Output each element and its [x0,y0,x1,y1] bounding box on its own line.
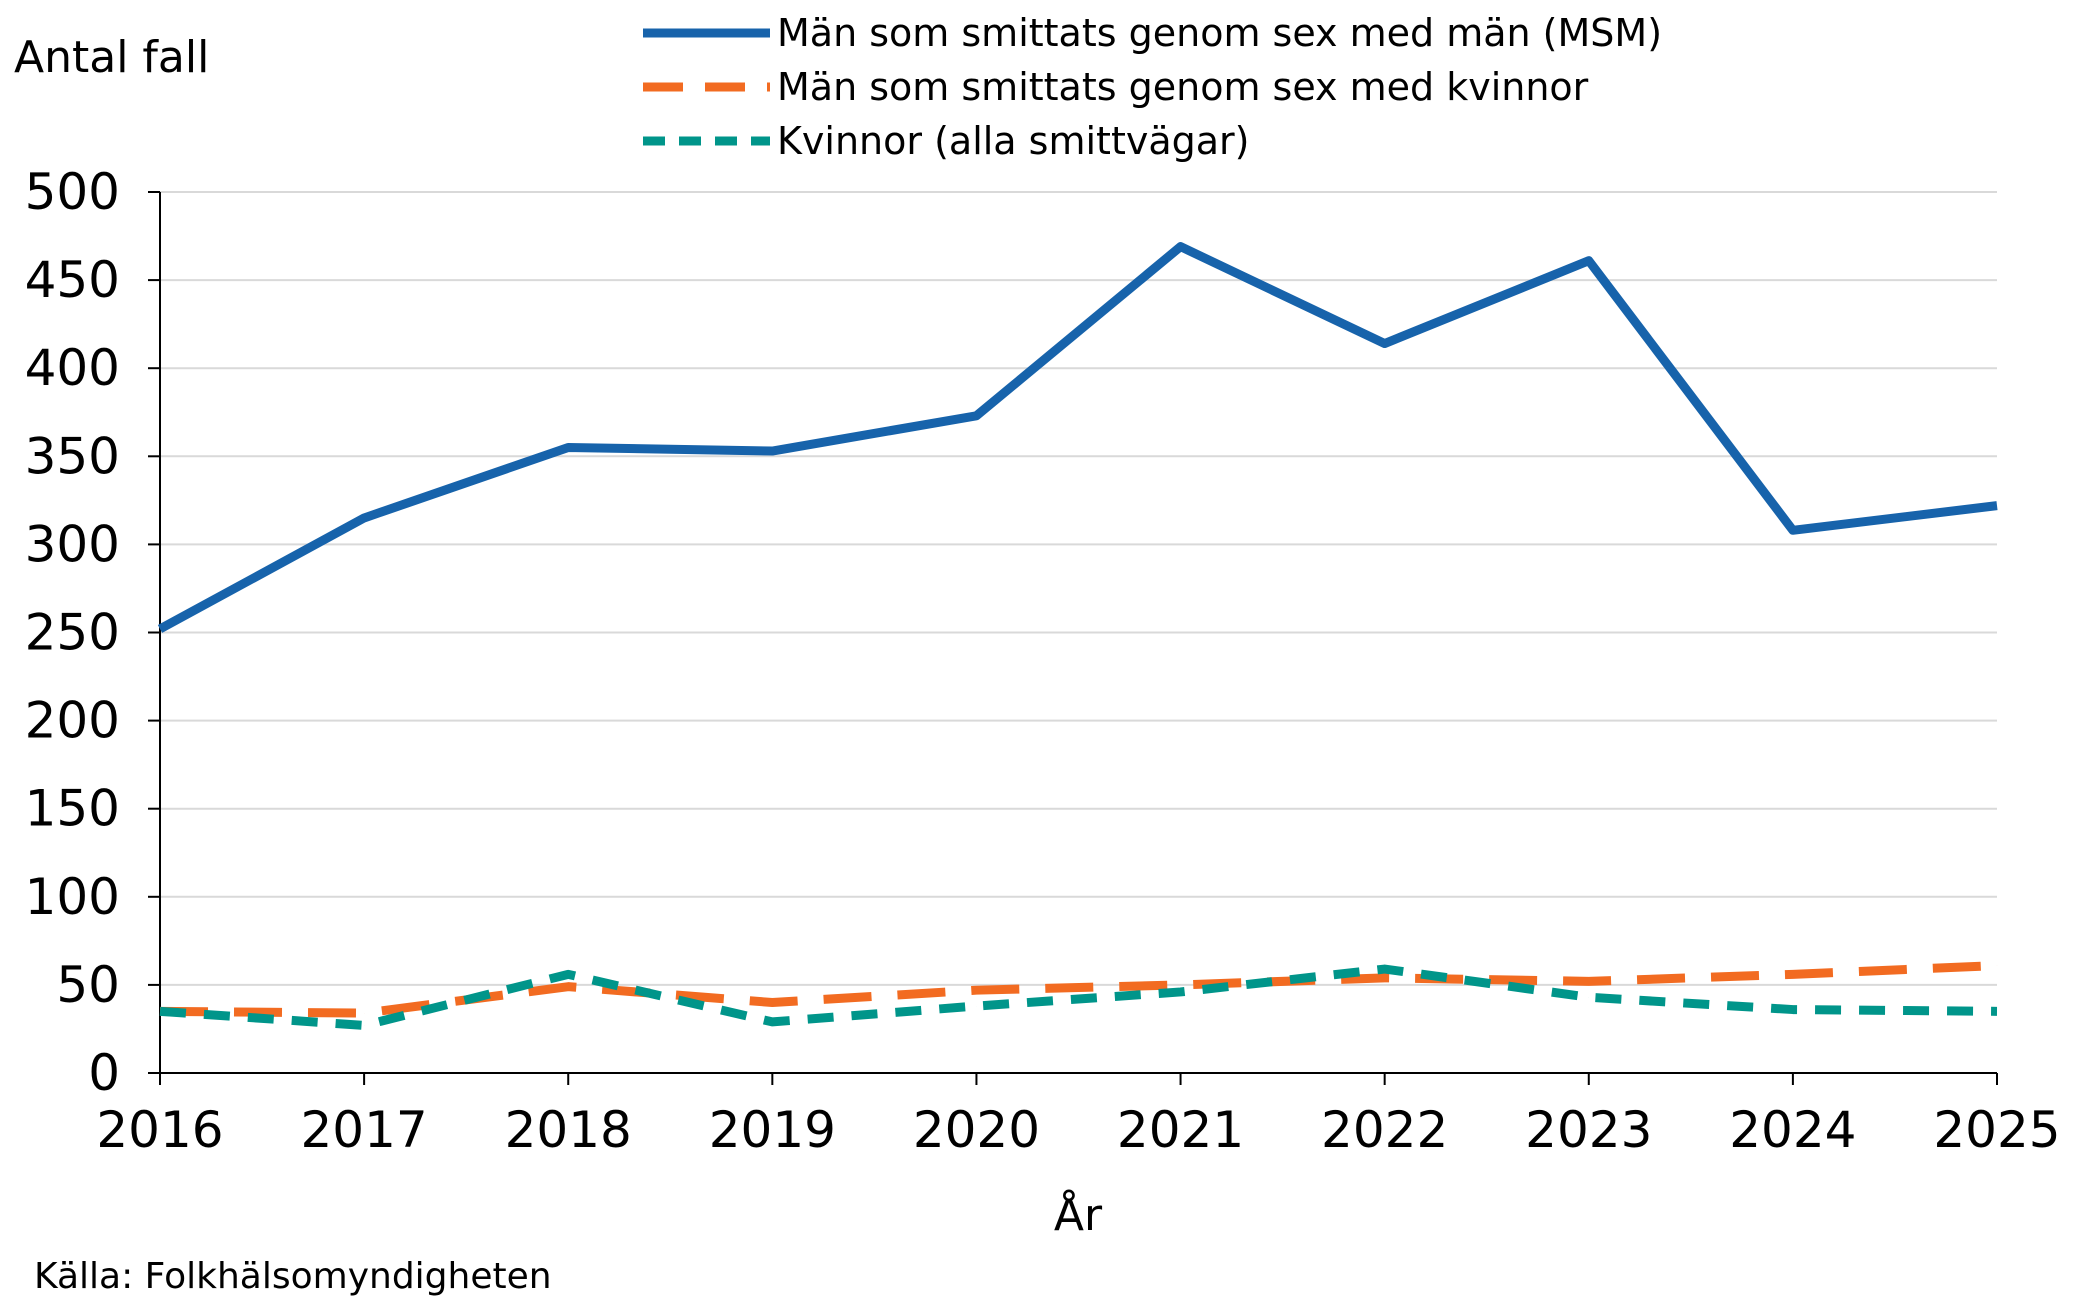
y-tick-label: 400 [25,339,120,397]
source-note: Källa: Folkhälsomyndigheten [34,1256,552,1297]
legend-label-1: Män som smittats genom sex med män (MSM) [777,11,1662,55]
legend: Män som smittats genom sex med män (MSM)… [643,11,1662,163]
tick-labels: 0 50 100 150 200 250 300 350 400 450 500 2016 2017 20… [25,163,2061,1159]
axes [148,191,1998,1085]
y-tick-label: 500 [25,163,120,221]
y-tick-label: 450 [25,251,120,309]
y-tick-label: 350 [25,427,120,485]
x-tick-label: 2021 [1117,1101,1244,1159]
x-tick-label: 2025 [1933,1101,2060,1159]
x-axis-title: År [1054,1188,1103,1241]
y-tick-label: 200 [25,692,120,750]
y-tick-label: 100 [25,868,120,926]
series-line-1 [157,242,1998,633]
legend-label-3: Kvinnor (alla smittvägar) [777,119,1249,163]
y-tick-label: 0 [88,1044,120,1102]
series-line-3 [159,964,1998,1030]
y-axis-title: Antal fall [14,32,209,83]
gridlines [160,191,1997,986]
legend-label-2: Män som smittats genom sex med kvinnor [777,65,1589,109]
series-lines [157,242,1998,1030]
x-tick-label: 2023 [1525,1101,1652,1159]
x-tick-label: 2022 [1321,1101,1448,1159]
x-tick-label: 2020 [913,1101,1040,1159]
y-tick-label: 50 [56,956,120,1014]
y-tick-label: 150 [25,780,120,838]
x-tick-label: 2017 [300,1101,427,1159]
y-tick-label: 300 [25,515,120,573]
x-tick-label: 2024 [1729,1101,1856,1159]
x-tick-label: 2018 [505,1101,632,1159]
x-tick-label: 2016 [96,1101,223,1159]
y-tick-label: 250 [25,604,120,662]
x-tick-label: 2019 [709,1101,836,1159]
